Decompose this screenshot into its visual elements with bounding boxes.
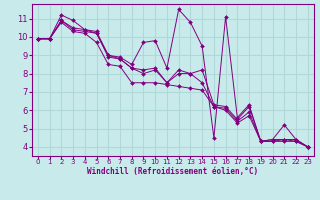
X-axis label: Windchill (Refroidissement éolien,°C): Windchill (Refroidissement éolien,°C) <box>87 167 258 176</box>
